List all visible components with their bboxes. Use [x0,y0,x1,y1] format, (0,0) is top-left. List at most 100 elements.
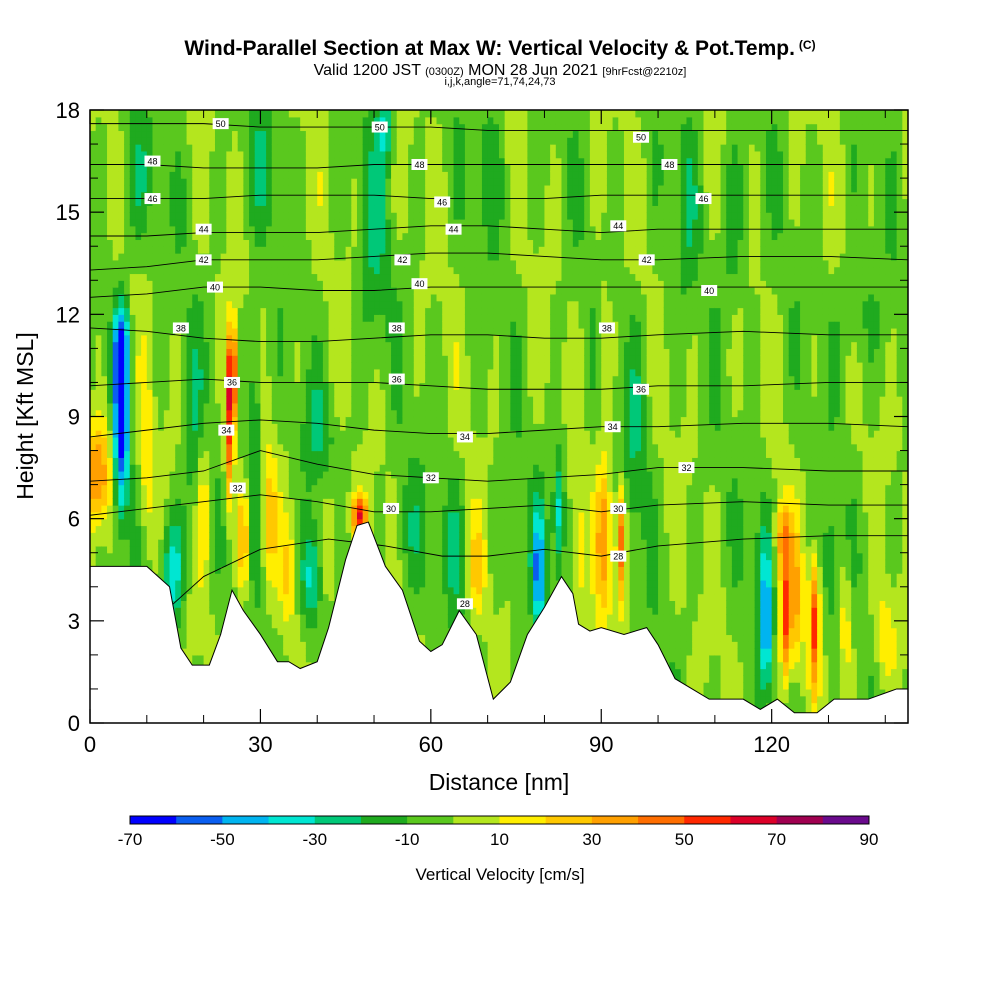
w-cell [152,225,159,234]
w-cell [317,368,324,377]
w-cell [158,470,165,479]
w-cell [214,614,222,622]
w-cell [232,416,239,424]
w-cell [277,416,284,424]
w-cell [152,218,159,227]
w-cell [237,396,244,404]
w-cell [112,382,120,390]
w-cell [197,293,205,302]
w-cell [175,144,182,152]
w-cell [283,205,290,213]
w-cell [209,579,216,588]
w-cell [266,246,273,254]
w-cell [300,171,307,179]
w-cell [209,116,216,125]
w-cell [163,396,171,404]
w-cell [243,396,250,404]
w-cell [374,436,381,445]
w-cell [95,144,102,152]
w-cell [311,620,318,629]
w-cell [135,164,142,172]
w-cell [232,239,239,247]
w-cell [192,491,199,499]
w-cell [232,171,239,179]
w-cell [135,184,142,193]
w-cell [118,321,125,329]
w-cell [277,525,284,533]
w-cell [129,259,137,268]
w-cell [152,498,159,506]
w-cell [203,280,210,288]
w-cell [402,484,409,493]
w-cell [101,110,108,118]
w-cell [158,273,165,281]
w-cell [214,620,222,629]
w-cell [374,539,381,547]
w-cell [391,184,398,193]
w-cell [95,225,102,234]
w-cell [322,164,330,172]
w-cell [334,423,341,431]
w-cell [220,457,227,465]
w-cell [271,273,279,281]
w-cell [356,198,364,206]
w-cell [385,362,392,370]
w-cell [197,614,205,622]
w-cell [271,130,279,138]
w-cell [334,539,341,547]
w-cell [391,498,398,506]
w-cell [175,423,182,431]
w-cell [249,116,256,125]
w-cell [294,307,301,315]
w-cell [305,375,313,384]
w-cell [237,171,244,179]
w-cell [129,396,137,404]
w-cell [180,218,188,227]
w-cell [351,498,358,506]
w-cell [169,402,176,411]
w-cell [209,239,216,247]
w-cell [385,164,392,172]
w-cell [271,314,279,322]
w-cell [220,470,227,479]
w-cell [197,130,205,138]
w-cell [300,266,307,275]
w-cell [379,518,386,527]
w-cell [118,491,125,499]
w-cell [283,137,290,145]
w-cell [271,232,279,241]
w-cell [186,178,193,186]
w-cell [124,171,131,179]
w-cell [90,273,97,281]
w-cell [135,525,142,533]
w-cell [356,300,364,309]
w-cell [101,532,108,540]
w-cell [311,484,318,493]
w-cell [362,171,369,179]
w-cell [158,123,165,132]
w-cell [197,396,205,404]
w-cell [322,627,330,636]
w-cell [362,314,369,322]
w-cell [237,212,244,220]
w-cell [243,518,250,527]
w-cell [254,600,262,608]
w-cell [101,293,108,302]
w-cell [362,259,369,268]
w-cell [311,648,318,656]
w-cell [288,532,296,540]
w-cell [260,348,267,356]
w-cell [379,150,386,159]
w-cell [158,511,165,520]
w-cell [180,246,188,254]
w-cell [317,484,324,493]
w-cell [186,205,193,213]
w-cell [254,607,262,615]
w-cell [152,423,159,431]
w-cell [356,293,364,302]
w-cell [209,184,216,193]
w-cell [237,368,244,377]
w-cell [124,559,131,567]
w-cell [322,402,330,411]
w-cell [271,341,279,349]
